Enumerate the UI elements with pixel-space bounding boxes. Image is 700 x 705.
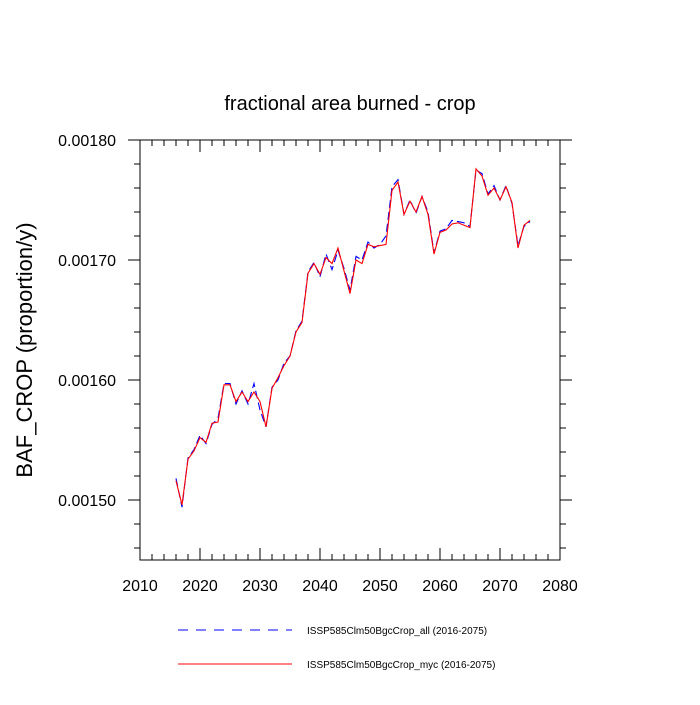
- x-tick-label: 2070: [482, 578, 518, 595]
- y-tick-label: 0.00170: [58, 253, 116, 270]
- legend-label-2: ISSP585Clm50BgcCrop_myc (2016-2075): [307, 660, 495, 671]
- tick-labels: 2010 2020 2030 2040 2050 2060 2070 2080 0.00150 0…: [58, 133, 578, 595]
- y-tick-label: 0.00150: [58, 493, 116, 510]
- y-axis-label: BAF_CROP (proportion/y): [12, 222, 37, 477]
- series-line-1: [175, 169, 531, 508]
- series-line-2: [175, 167, 531, 505]
- x-tick-label: 2020: [182, 578, 218, 595]
- x-tick-label: 2080: [542, 578, 578, 595]
- x-tick-label: 2050: [362, 578, 398, 595]
- y-tick-label: 0.00180: [58, 133, 116, 150]
- series-lines: [175, 167, 531, 508]
- plot-frame: [139, 139, 561, 561]
- x-tick-label: 2010: [122, 578, 158, 595]
- x-tick-label: 2030: [242, 578, 278, 595]
- axis-ticks: [128, 139, 572, 560]
- x-tick-label: 2040: [302, 578, 338, 595]
- legend-label-1: ISSP585Clm50BgcCrop_all (2016-2075): [307, 626, 487, 637]
- x-tick-label: 2060: [422, 578, 458, 595]
- chart-title: fractional area burned - crop: [224, 93, 475, 115]
- y-tick-label: 0.00160: [58, 373, 116, 390]
- legend: ISSP585Clm50BgcCrop_all (2016-2075) ISSP5…: [178, 626, 495, 671]
